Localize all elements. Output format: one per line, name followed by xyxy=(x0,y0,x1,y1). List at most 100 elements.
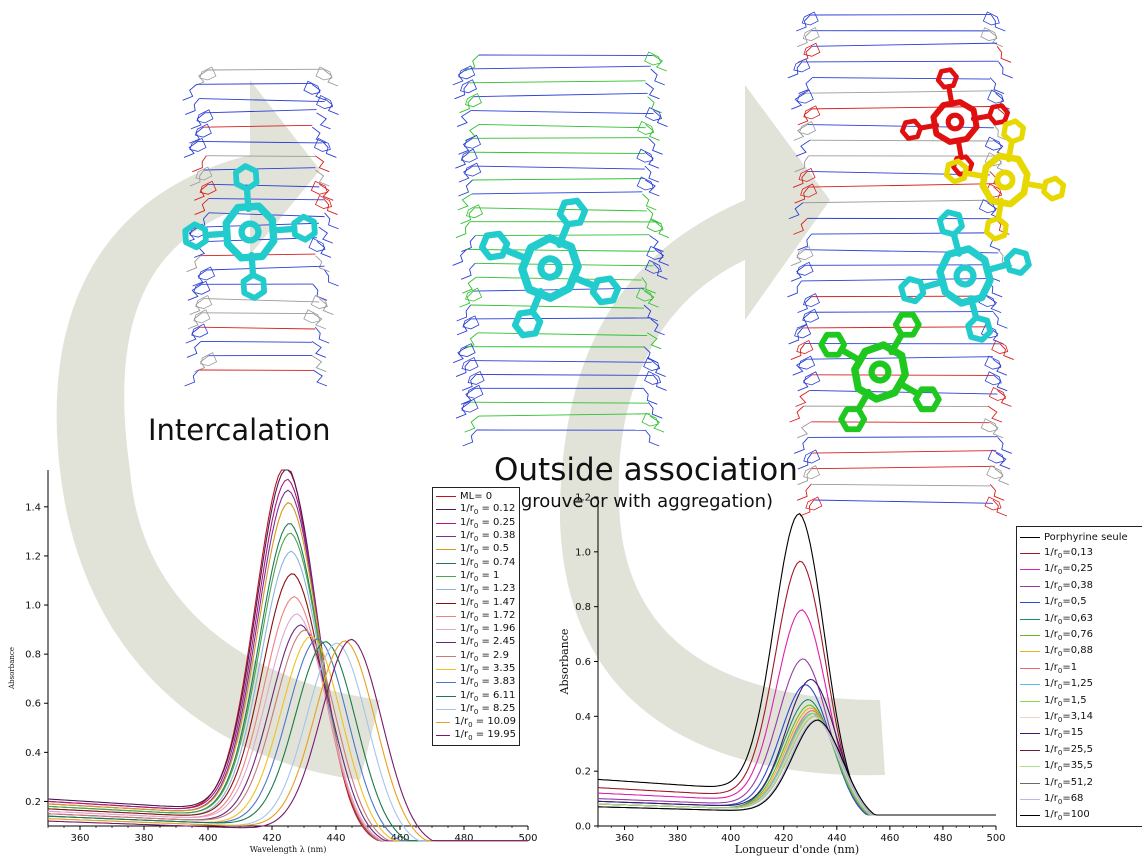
base-pair xyxy=(811,232,987,235)
x-tick-label: 480 xyxy=(933,833,952,844)
base-pair xyxy=(811,465,995,470)
intercalation-dna-structure xyxy=(182,66,339,387)
sugar-ring xyxy=(987,89,1005,104)
legend-entry: Porphyrine seule xyxy=(1020,529,1142,545)
x-axis-label: Longueur d'onde (nm) xyxy=(735,843,859,856)
base-pair xyxy=(476,276,642,281)
backbone xyxy=(797,421,812,439)
base-pair xyxy=(201,312,312,314)
backbone xyxy=(987,405,1003,423)
sugar-ring xyxy=(189,137,207,152)
base-pair xyxy=(470,304,644,309)
sugar-ring xyxy=(195,166,213,181)
backbone xyxy=(316,241,332,258)
backbone xyxy=(452,249,467,266)
base-pair xyxy=(472,178,646,181)
base-pair xyxy=(196,83,312,85)
backbone xyxy=(452,346,468,364)
backbone xyxy=(989,484,1005,501)
legend-entry: 1/r0=35,5 xyxy=(1020,758,1142,774)
backbone xyxy=(645,179,660,197)
base-pair xyxy=(809,390,998,395)
sugar-ring xyxy=(984,355,1002,370)
legend-label: 1/r0=1,25 xyxy=(1044,678,1093,692)
legend-label: 1/r0 = 3.35 xyxy=(460,663,516,676)
legend-swatch xyxy=(1020,782,1040,784)
legend-entry: 1/r0 = 0.5 xyxy=(436,543,516,556)
backbone xyxy=(460,387,476,405)
legend-swatch xyxy=(1020,749,1040,751)
backbone xyxy=(797,374,813,392)
base-pair xyxy=(199,98,325,103)
backbone xyxy=(315,169,330,187)
legend-label: Porphyrine seule xyxy=(1044,531,1128,543)
backbone xyxy=(644,165,660,183)
legend-swatch xyxy=(1020,766,1040,768)
legend-label: 1/r0=68 xyxy=(1044,792,1084,806)
sugar-ring xyxy=(191,323,209,338)
backbone xyxy=(194,198,209,215)
sugar-ring xyxy=(802,27,820,42)
legend-label: 1/r0 = 19.95 xyxy=(454,729,516,743)
backbone xyxy=(324,212,339,230)
backbone xyxy=(988,421,1004,439)
y-tick-label: 0.4 xyxy=(575,712,591,723)
outside-legend: Porphyrine seule 1/r0=0,13 1/r0=0,25 1/r0=0… xyxy=(1016,526,1142,828)
backbone xyxy=(324,269,339,287)
outside-absorbance-chart: 360 380 400 420 440 460 480 500 0.0 0.2 0.4 0.6 0.8 1… xyxy=(558,493,1006,857)
sugar-ring xyxy=(199,66,217,81)
backbone xyxy=(986,296,1002,314)
sugar-ring xyxy=(460,148,478,163)
backbone xyxy=(312,355,327,373)
legend-swatch xyxy=(1020,553,1040,555)
backbone xyxy=(642,193,657,211)
legend-entry: 1/r0 = 1.23 xyxy=(436,583,516,596)
legend-label: 1/r0 = 0.38 xyxy=(460,530,516,544)
legend-entry: 1/r0 = 0.12 xyxy=(436,503,516,516)
y-tick-label: 1.0 xyxy=(575,547,591,558)
base-pair xyxy=(472,165,645,170)
x-tick-label: 380 xyxy=(668,833,687,844)
backbone xyxy=(456,318,472,336)
backbone xyxy=(457,193,473,211)
y-tick-label: 0.2 xyxy=(575,767,591,778)
legend-swatch xyxy=(436,682,456,684)
backbone xyxy=(989,77,1005,94)
backbone xyxy=(792,358,807,376)
backbone xyxy=(460,263,476,280)
sugar-ring xyxy=(636,148,654,163)
legend-entry: 1/r0=0,5 xyxy=(1020,595,1142,611)
y-tick-label: 1.0 xyxy=(25,601,41,612)
base-pair xyxy=(811,450,997,454)
base-pair xyxy=(808,183,994,188)
sugar-ring xyxy=(794,324,812,339)
x-tick-label: 500 xyxy=(518,833,537,844)
base-pair xyxy=(811,483,991,487)
legend-entry: 1/r0=0,88 xyxy=(1020,644,1142,660)
base-pair xyxy=(472,137,649,139)
curved-arrows xyxy=(56,80,885,780)
legend-label: 1/r0=25,5 xyxy=(1044,743,1093,757)
legend-swatch xyxy=(436,629,456,631)
sugar-ring xyxy=(988,386,1006,401)
backbone xyxy=(787,280,802,298)
backbone xyxy=(797,233,812,251)
legend-label: 1/r0=51,2 xyxy=(1044,776,1093,790)
base-pair xyxy=(477,332,648,337)
sugar-ring xyxy=(464,134,482,149)
backbone xyxy=(316,112,331,130)
backbone xyxy=(795,390,810,407)
sugar-ring xyxy=(982,11,1000,26)
legend-entry: 1/r0 = 1 xyxy=(436,570,516,583)
base-pair xyxy=(476,373,653,376)
backbone xyxy=(995,452,1011,470)
legend-swatch xyxy=(1020,815,1040,817)
base-pair xyxy=(801,60,999,63)
legend-label: 1/r0 = 1.96 xyxy=(460,623,516,637)
legend-entry: 1/r0=100 xyxy=(1020,808,1142,824)
base-pair xyxy=(206,155,316,157)
backbone xyxy=(996,46,1012,63)
backbone xyxy=(993,311,1008,329)
backbone xyxy=(458,165,474,183)
